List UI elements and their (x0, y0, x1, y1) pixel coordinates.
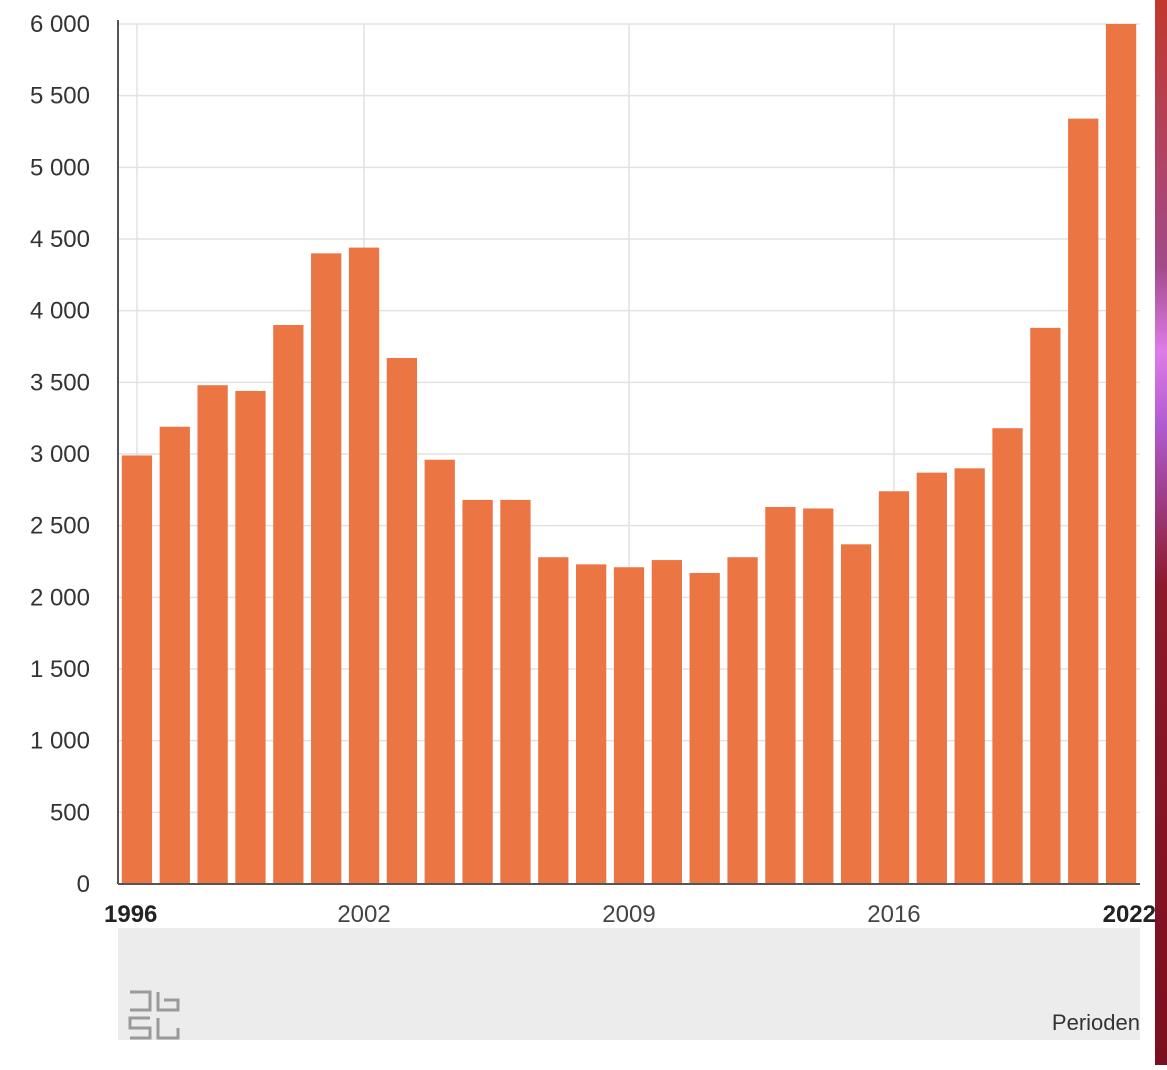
y-tick-label: 4 500 (30, 226, 90, 253)
y-tick-label: 1 500 (30, 656, 90, 683)
y-tick-label: 5 500 (30, 83, 90, 110)
bar-2019 (992, 428, 1023, 884)
bar-2001 (311, 253, 342, 885)
x-tick-label: 2009 (602, 901, 655, 928)
bar-2004 (424, 459, 455, 884)
y-tick-label: 5 000 (30, 154, 90, 181)
bar-2006 (500, 499, 531, 884)
bar-2000 (273, 325, 304, 884)
x-tick-label: 2022 (1103, 901, 1156, 928)
bar-2014 (803, 508, 834, 884)
bars (121, 24, 1137, 885)
y-tick-label: 2 000 (30, 584, 90, 611)
bar-2012 (727, 557, 758, 884)
window-edge-strip (1155, 0, 1167, 1065)
cbs-logo-icon (128, 990, 180, 1040)
bar-1999 (235, 390, 266, 884)
bar-2009 (613, 567, 645, 884)
y-tick-label: 500 (50, 799, 90, 826)
x-tick-labels: 1996 2002 2009 2016 2022 (104, 901, 1156, 928)
bar-2005 (462, 499, 493, 884)
x-tick-label: 2016 (867, 901, 920, 928)
bar-2007 (538, 557, 569, 884)
bar-1998 (197, 385, 228, 884)
y-tick-label: 6 000 (30, 11, 90, 38)
y-tick-label: 2 500 (30, 513, 90, 540)
x-tick-label: 2002 (337, 901, 390, 928)
bar-2016 (878, 491, 910, 884)
bar-2022 (1105, 24, 1137, 884)
y-tick-label: 3 000 (30, 441, 90, 468)
bar-2008 (576, 564, 607, 884)
bar-2020 (1030, 327, 1061, 884)
y-tick-labels: 0 500 1 000 1 500 2 000 2 500 3 000 3 500 4 000 4… (30, 11, 90, 898)
y-tick-label: 3 500 (30, 369, 90, 396)
bar-2013 (765, 507, 796, 884)
bar-2010 (651, 560, 682, 884)
bar-2018 (954, 468, 985, 884)
axes (117, 20, 1140, 885)
bar-2002 (348, 247, 380, 885)
y-tick-label: 0 (77, 871, 90, 898)
bar-1996 (121, 455, 153, 884)
y-tick-label: 1 000 (30, 728, 90, 755)
x-tick-label: 1996 (104, 901, 157, 928)
bar-1997 (159, 426, 190, 884)
x-axis-title: Perioden (1051, 1010, 1140, 1035)
bar-2015 (840, 544, 872, 884)
footer-band (118, 928, 1140, 1040)
bar-2021 (1068, 118, 1099, 885)
bar-2017 (916, 472, 947, 884)
bar-2011 (689, 572, 720, 884)
y-tick-label: 4 000 (30, 298, 90, 325)
bar-2003 (386, 357, 418, 884)
